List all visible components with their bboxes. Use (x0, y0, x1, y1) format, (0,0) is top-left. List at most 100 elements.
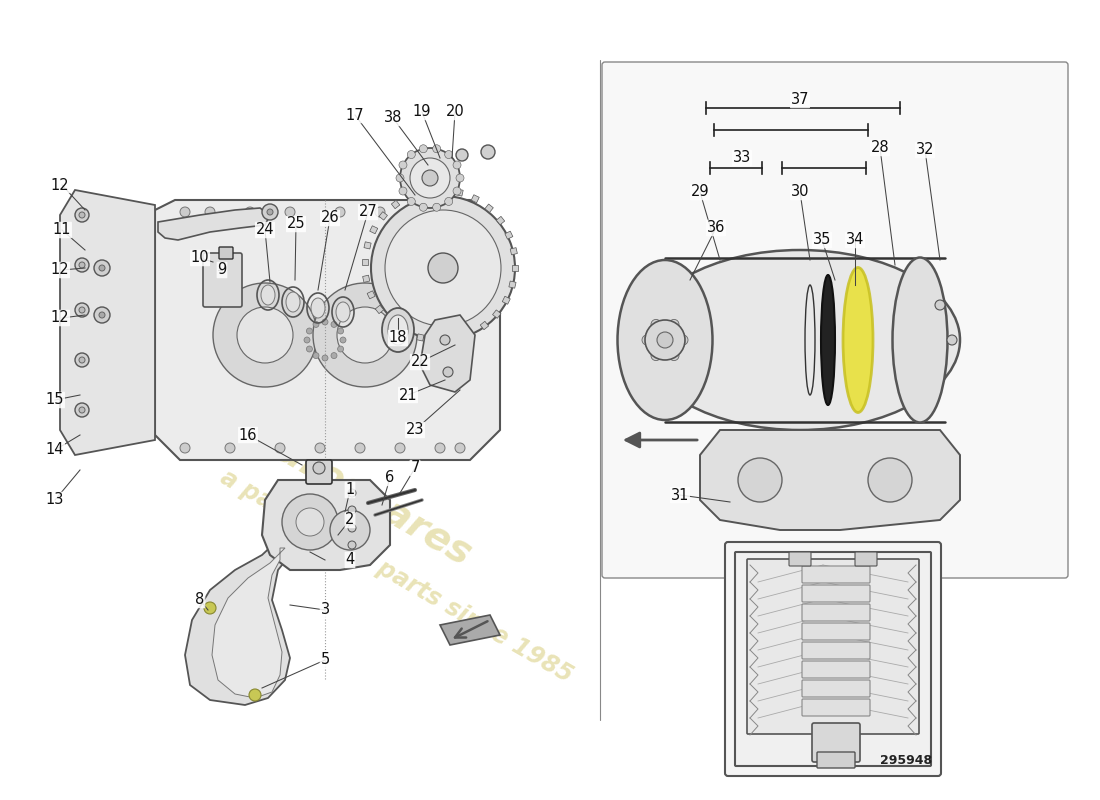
Text: 11: 11 (53, 222, 72, 238)
FancyBboxPatch shape (725, 542, 940, 776)
Text: 295948: 295948 (880, 754, 932, 767)
Bar (505, 231, 513, 239)
Circle shape (651, 350, 661, 361)
Circle shape (348, 524, 356, 532)
Circle shape (375, 207, 385, 217)
Circle shape (282, 494, 338, 550)
Circle shape (407, 198, 416, 206)
Circle shape (226, 443, 235, 453)
Text: 35: 35 (813, 233, 832, 247)
Bar (485, 204, 493, 213)
Bar (496, 216, 505, 225)
Circle shape (348, 506, 356, 514)
Circle shape (422, 170, 438, 186)
Ellipse shape (617, 260, 713, 420)
FancyBboxPatch shape (735, 552, 931, 766)
Circle shape (868, 458, 912, 502)
Circle shape (453, 187, 461, 195)
Text: 23: 23 (406, 422, 425, 438)
Bar (450, 335, 458, 342)
Circle shape (399, 161, 407, 169)
FancyBboxPatch shape (802, 566, 870, 583)
Text: 8: 8 (196, 593, 205, 607)
Text: 15: 15 (46, 393, 64, 407)
Circle shape (331, 353, 337, 358)
Circle shape (947, 335, 957, 345)
Circle shape (314, 462, 324, 474)
Text: 28: 28 (871, 141, 889, 155)
Bar (375, 306, 384, 314)
FancyBboxPatch shape (802, 642, 870, 659)
FancyBboxPatch shape (802, 661, 870, 678)
Circle shape (307, 346, 312, 352)
Circle shape (338, 346, 343, 352)
Circle shape (262, 204, 278, 220)
Circle shape (642, 335, 652, 345)
Circle shape (434, 443, 446, 453)
Polygon shape (158, 208, 270, 240)
Ellipse shape (261, 285, 275, 305)
Circle shape (738, 458, 782, 502)
Ellipse shape (382, 308, 414, 352)
Circle shape (322, 319, 328, 325)
Bar (400, 327, 409, 335)
Ellipse shape (892, 258, 947, 422)
Circle shape (94, 307, 110, 323)
Circle shape (428, 253, 458, 283)
Circle shape (314, 322, 319, 327)
Circle shape (75, 403, 89, 417)
Circle shape (307, 328, 312, 334)
Text: 1: 1 (345, 482, 354, 498)
Bar (456, 189, 463, 196)
Circle shape (330, 510, 370, 550)
Polygon shape (155, 200, 501, 460)
Text: 27: 27 (359, 205, 377, 219)
Circle shape (444, 150, 453, 158)
Circle shape (399, 187, 407, 195)
Text: 7: 7 (410, 461, 420, 475)
Circle shape (267, 209, 273, 215)
Text: 21: 21 (398, 387, 417, 402)
Text: 12: 12 (51, 262, 69, 278)
Bar (465, 330, 474, 338)
Circle shape (669, 319, 679, 330)
Bar (362, 259, 369, 265)
Circle shape (296, 508, 324, 536)
Circle shape (669, 350, 679, 361)
Circle shape (371, 196, 515, 340)
Circle shape (79, 262, 85, 268)
FancyBboxPatch shape (306, 460, 332, 484)
Polygon shape (60, 190, 155, 455)
Bar (512, 265, 518, 271)
Circle shape (213, 283, 317, 387)
Circle shape (444, 198, 453, 206)
Text: 3: 3 (320, 602, 330, 618)
Circle shape (75, 353, 89, 367)
Circle shape (415, 207, 425, 217)
Circle shape (453, 161, 461, 169)
Text: 29: 29 (691, 185, 710, 199)
Circle shape (340, 337, 346, 343)
Circle shape (407, 150, 416, 158)
Text: 10: 10 (190, 250, 209, 266)
Text: 36: 36 (707, 221, 725, 235)
Bar (406, 192, 415, 200)
Circle shape (432, 145, 441, 153)
Text: 13: 13 (46, 493, 64, 507)
Bar (379, 212, 387, 220)
Text: 22: 22 (410, 354, 429, 370)
Text: 16: 16 (239, 427, 257, 442)
Circle shape (275, 443, 285, 453)
Circle shape (481, 145, 495, 159)
Bar (510, 248, 517, 255)
FancyBboxPatch shape (602, 62, 1068, 578)
Circle shape (79, 307, 85, 313)
Circle shape (180, 443, 190, 453)
Circle shape (355, 443, 365, 453)
Bar (471, 194, 480, 202)
Circle shape (75, 303, 89, 317)
Bar (392, 200, 399, 209)
Circle shape (432, 203, 441, 211)
Bar (493, 310, 500, 318)
Polygon shape (700, 430, 960, 530)
